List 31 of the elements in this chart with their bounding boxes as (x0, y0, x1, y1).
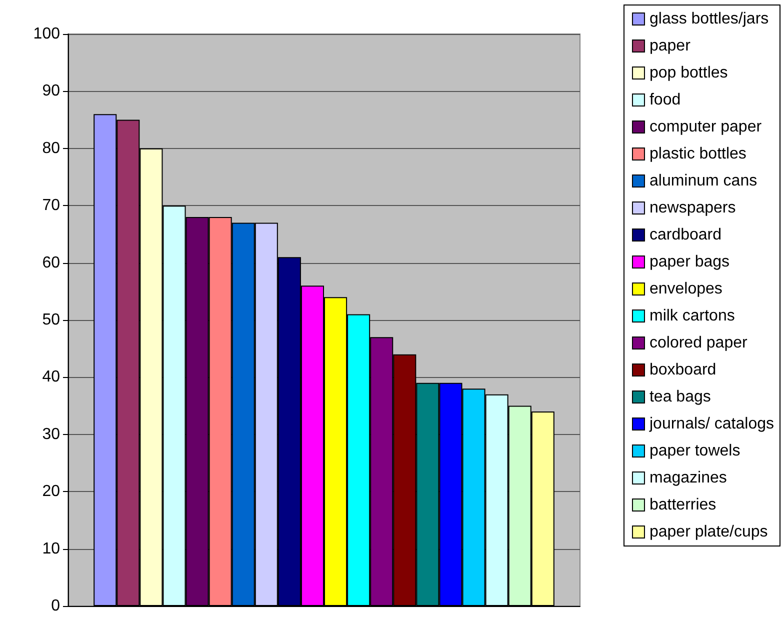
legend-label: paper bags (649, 254, 730, 270)
y-tick-label: 40 (42, 368, 60, 386)
legend-label: batterries (649, 496, 716, 514)
legend-label: paper plate/cups (649, 524, 768, 540)
legend-label: newspapers (649, 200, 736, 216)
y-tick-label: 90 (42, 82, 60, 100)
legend-label: journals/ catalogs (648, 416, 774, 432)
y-tick-label: 20 (42, 483, 60, 500)
y-tick-label: 60 (42, 254, 60, 272)
y-tick-label: 100 (33, 26, 60, 42)
legend-label: plastic bottles (649, 146, 746, 162)
legend-label: aluminum cans (649, 172, 758, 190)
legend-label: glass bottles/jars (649, 10, 769, 28)
legend-label: food (649, 92, 681, 108)
legend-label: colored paper (649, 334, 748, 352)
legend-label: boxboard (649, 362, 716, 378)
y-tick-label: 50 (42, 312, 60, 328)
y-tick-label: 10 (42, 540, 60, 558)
legend-label: computer paper (649, 118, 762, 136)
legend-label: cardboard (649, 226, 722, 244)
legend-label: magazines (649, 470, 727, 486)
legend-label: paper towels (649, 442, 740, 460)
y-tick-label: 30 (42, 426, 60, 443)
legend-label: milk cartons (649, 308, 735, 324)
legend-label: tea bags (649, 388, 711, 406)
legend-label: paper (649, 38, 692, 54)
legend-label: pop bottles (649, 64, 728, 82)
y-tick-label: 0 (51, 598, 60, 614)
y-tick-label: 70 (42, 197, 60, 214)
y-tick-label: 80 (42, 140, 60, 157)
legend-label: envelopes (649, 280, 722, 298)
